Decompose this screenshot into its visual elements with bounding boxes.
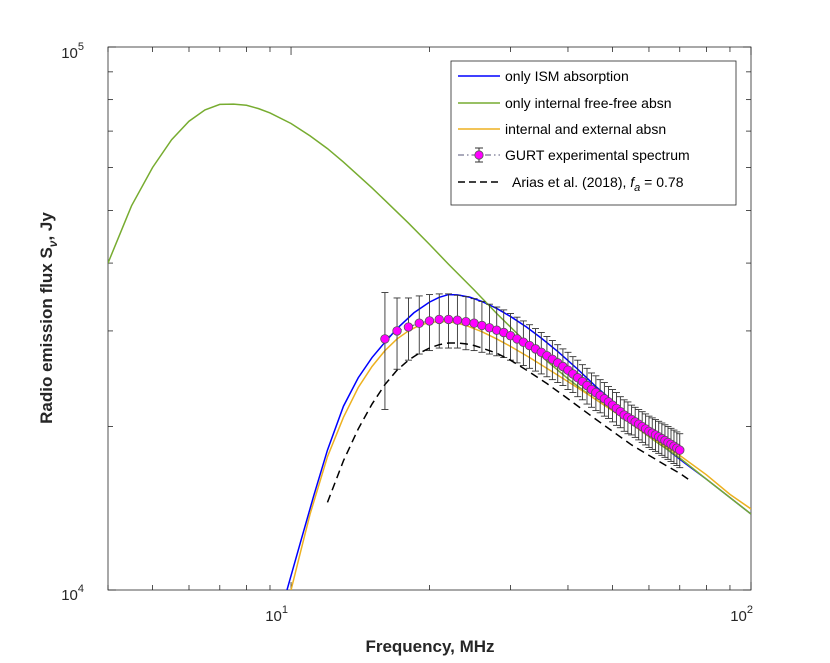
series-layer [108,103,751,590]
y-tick-label-1e4: 104 [61,583,84,604]
x-tick-label-10: 101 [265,604,288,625]
data-point [434,314,444,325]
data-point [469,318,479,328]
legend-swatch-gurt [458,147,500,163]
data-point [414,318,424,328]
y-tick-label-1e5: 105 [61,41,84,62]
series-arias-et-al-2018-f-a-0-78 [326,342,689,503]
x-axis-label: Frequency, MHz [365,637,494,656]
data-point [452,315,463,325]
data-point [461,316,471,327]
series-gurt-experimental-spectrum [380,292,685,469]
y-axis-label: Radio emission flux Sν, Jy [37,212,60,424]
data-point [443,314,454,325]
legend-label-int-ext: internal and external absn [505,121,666,137]
axis-ticks [107,46,752,591]
x-tick-label-100: 102 [730,604,753,625]
legend-box [450,60,737,206]
legend: only ISM absorption only internal free-f… [450,60,737,206]
data-point [424,316,435,326]
legend-label-gurt: GURT experimental spectrum [505,147,690,163]
legend-label-internal: only internal free-free absn [505,95,672,111]
data-point [392,326,402,336]
legend-label-ism: only ISM absorption [505,68,629,84]
series-line [326,342,689,503]
data-point [675,445,685,455]
data-point [380,334,390,344]
legend-label-arias: Arias et al. (2018), fa = 0.78 [512,174,684,194]
data-point [403,322,414,332]
